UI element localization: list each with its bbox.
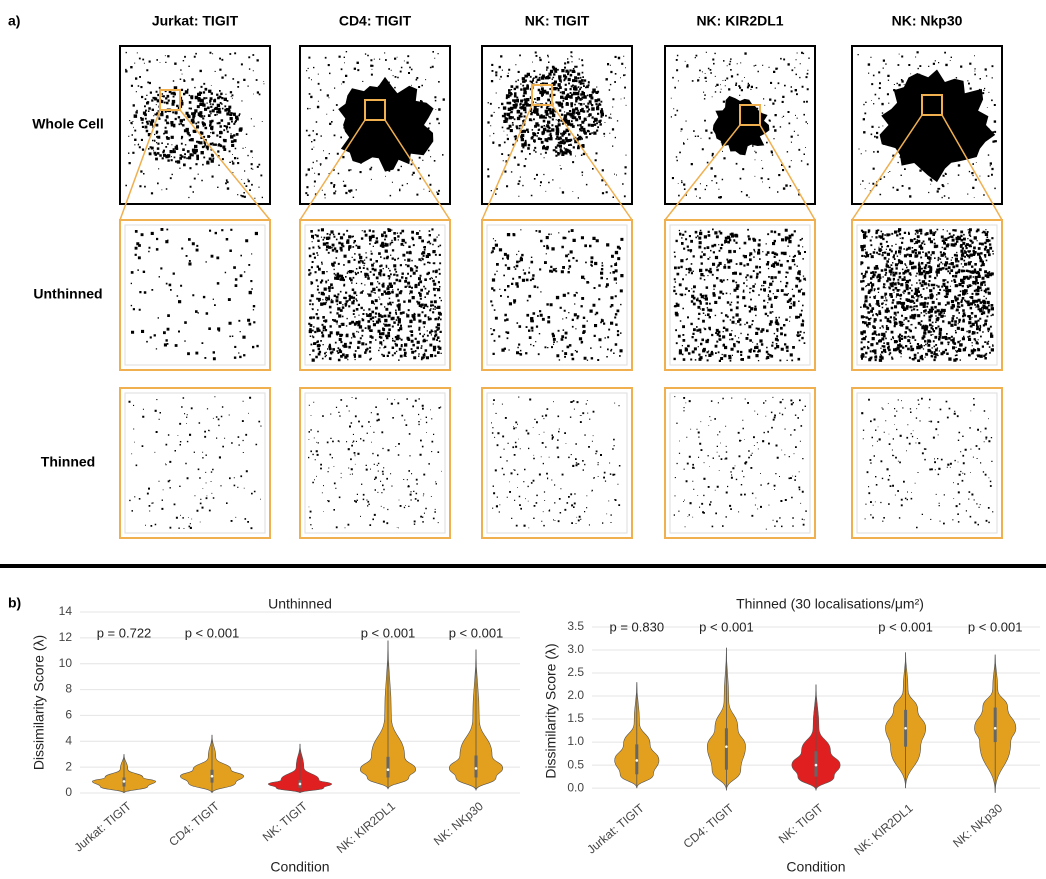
column-title: CD4: TIGIT (339, 13, 412, 29)
y-axis-label: Dissimilarity Score (λ) (543, 643, 559, 778)
y-tick-label: 8 (65, 682, 72, 696)
median (636, 759, 639, 762)
image-column (665, 46, 815, 538)
p-value: p < 0.001 (699, 619, 754, 634)
p-value: p < 0.001 (878, 619, 933, 634)
column-title: NK: KIR2DL1 (696, 13, 783, 29)
page: a) b) Jurkat: TIGIT CD4: TIGIT NK: TIGIT NK… (0, 0, 1046, 879)
x-tick-label: NK: KIR2DL1 (334, 799, 398, 856)
median (387, 768, 390, 771)
x-tick-label: NK: TIGIT (776, 801, 827, 847)
image-column (852, 46, 1002, 538)
y-tick-label: 1.5 (567, 711, 584, 725)
p-value: p < 0.001 (361, 625, 416, 640)
median (725, 745, 728, 748)
median (475, 767, 478, 770)
y-tick-label: 2.5 (567, 665, 584, 679)
y-tick-label: 0 (65, 785, 72, 799)
y-tick-label: 3.5 (567, 619, 584, 633)
column-title: NK: TIGIT (525, 13, 590, 29)
image-frame (120, 388, 270, 538)
y-tick-label: 2 (65, 759, 72, 773)
iqr-box (725, 728, 728, 769)
x-axis-label: Condition (270, 859, 329, 875)
x-tick-label: Jurkat: TIGIT (584, 801, 647, 857)
panel-label: a) (8, 13, 20, 29)
iqr-box (994, 708, 997, 743)
image-frame (482, 220, 632, 370)
p-value: p = 0.722 (97, 625, 152, 640)
column-title: Jurkat: TIGIT (152, 13, 239, 29)
panel-label: b) (8, 595, 21, 611)
iqr-box (387, 757, 390, 778)
y-axis-label: Dissimilarity Score (λ) (31, 635, 47, 770)
x-tick-label: NK: TIGIT (260, 799, 311, 845)
x-tick-label: CD4: TIGIT (681, 801, 737, 851)
y-tick-label: 2.0 (567, 688, 584, 702)
x-tick-label: NK: NKp30 (950, 801, 1005, 851)
p-value: p < 0.001 (449, 625, 504, 640)
chart-title: Unthinned (268, 596, 332, 612)
x-tick-label: NK: KIR2DL1 (851, 801, 915, 858)
x-tick-label: Jurkat: TIGIT (72, 799, 135, 855)
median (994, 727, 997, 730)
figure: a) b) Jurkat: TIGIT CD4: TIGIT NK: TIGIT NK… (0, 0, 1046, 879)
row-label: Whole Cell (32, 116, 104, 132)
y-tick-label: 6 (65, 708, 72, 722)
image-column (120, 46, 270, 538)
y-tick-label: 12 (59, 630, 73, 644)
image-column (482, 46, 632, 538)
image-frame (120, 46, 270, 204)
column-title: NK: Nkp30 (892, 13, 963, 29)
x-tick-label: CD4: TIGIT (166, 799, 222, 849)
median (815, 764, 818, 767)
y-tick-label: 3.0 (567, 642, 584, 656)
x-axis-label: Condition (786, 859, 845, 875)
median (211, 775, 214, 778)
y-tick-label: 14 (59, 604, 73, 618)
image-column (300, 46, 450, 538)
p-value: p < 0.001 (185, 625, 240, 640)
y-tick-label: 0.5 (567, 757, 584, 771)
chart-title: Thinned (30 localisations/μm²) (736, 596, 924, 612)
y-tick-label: 0.0 (567, 780, 584, 794)
p-value: p < 0.001 (968, 619, 1023, 634)
median (123, 780, 126, 783)
median (299, 783, 302, 786)
image-frame (120, 220, 270, 370)
row-label: Thinned (41, 454, 95, 470)
image-frame (852, 388, 1002, 538)
row-label: Unthinned (33, 286, 102, 302)
p-value: p = 0.830 (610, 619, 665, 634)
median (904, 727, 907, 730)
x-tick-label: NK: NKp30 (431, 799, 486, 849)
iqr-box (475, 756, 478, 778)
y-tick-label: 10 (59, 656, 73, 670)
y-tick-label: 1.0 (567, 734, 584, 748)
y-tick-label: 4 (65, 733, 72, 747)
